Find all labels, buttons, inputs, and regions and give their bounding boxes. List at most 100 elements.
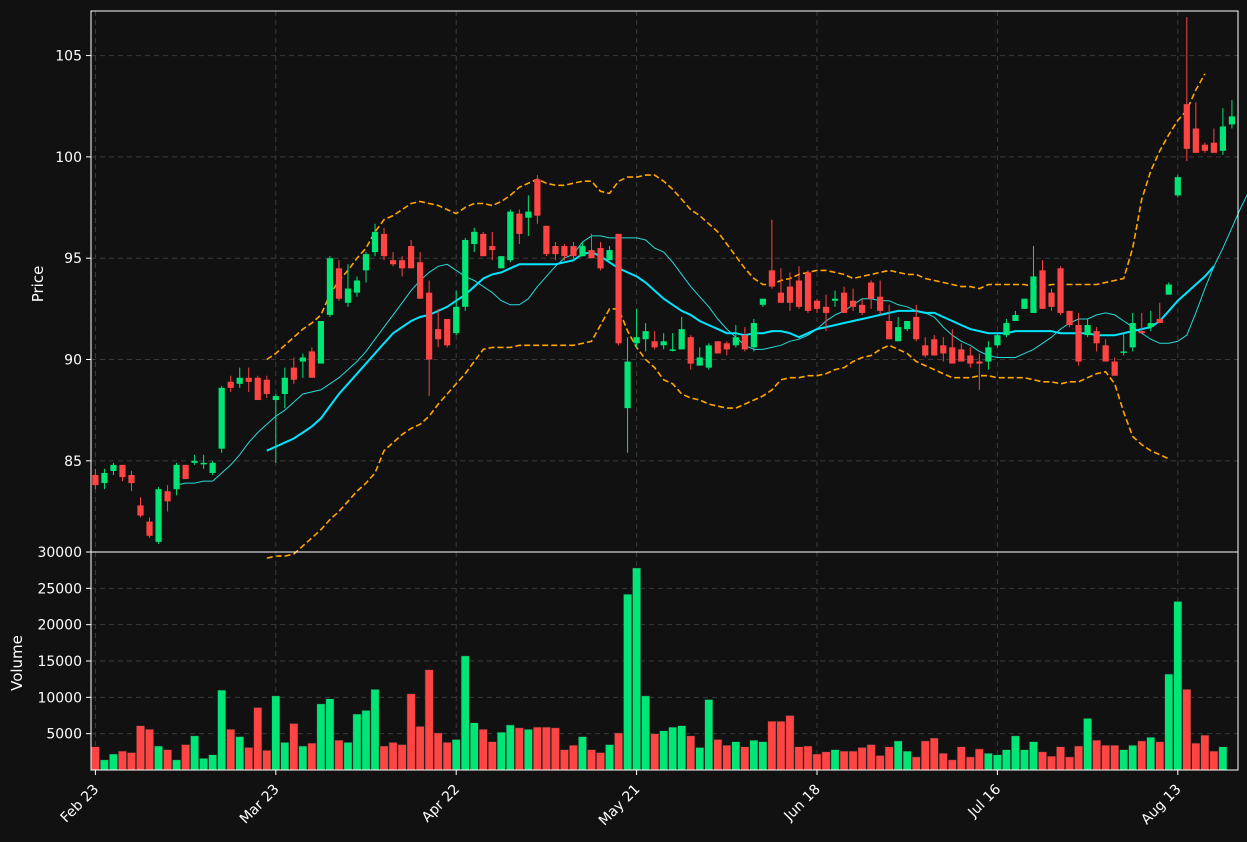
candle-body [624,361,631,409]
candle-body [1003,323,1010,336]
volume-bar [280,742,290,771]
candle-body [272,395,279,401]
price-tick-label: 100 [55,150,82,166]
candle-body [831,298,839,301]
candle-body [768,270,775,287]
candle-body [317,321,324,364]
candle-body [759,298,766,305]
candle-body [155,489,162,542]
candle-body [435,329,442,340]
candle-body [218,387,225,449]
volume-bar [379,745,389,771]
volume-bar [244,747,254,771]
candle-body [498,256,505,269]
slow-moving-average-line [266,251,1215,452]
volume-bar [975,748,984,771]
candle-body [408,246,415,269]
volume-bar [352,713,362,771]
bollinger-lower-line [266,308,1170,559]
volume-bar [478,729,488,771]
candle-body [516,213,523,234]
candle-body [173,464,180,490]
candle-body [1084,325,1091,336]
candle-body [353,280,361,293]
candle-body [1093,331,1100,344]
volume-bar [623,593,632,771]
candle-body [606,250,613,261]
candle-body [859,304,866,313]
volume-bar [605,744,614,771]
volume-bar [1146,737,1156,771]
volume-bar [487,741,497,771]
volume-bar [289,723,299,771]
volume-bar [875,755,885,771]
candle-body [723,343,730,350]
volume-bar [190,735,199,771]
volume-tick-label: 25000 [37,581,82,597]
volume-bar [785,715,795,771]
candle-body [705,345,712,368]
volume-bar [370,689,380,771]
candle-body [804,272,812,311]
volume-bar [91,746,100,771]
volume-bar [505,724,515,771]
candle-body [362,254,370,271]
volume-bar [145,729,154,771]
volume-bar [1074,745,1083,771]
volume-bar [199,758,208,771]
candle-body [1147,323,1154,328]
volume-bar [1191,742,1201,771]
candlesticks [92,17,1236,544]
volume-bar [803,745,813,771]
volume-bar [109,753,118,771]
candle-body [1075,325,1082,362]
candle-body [137,505,144,516]
volume-bar [560,749,569,771]
volume-bar [650,733,659,771]
volume-bar [533,726,542,771]
volume-bar [469,722,479,771]
volume-bar [1155,741,1165,771]
candle-body [417,262,424,299]
volume-bar [659,730,669,771]
volume-bar [542,726,551,771]
candle-body [687,337,694,364]
volume-bar [947,759,957,771]
volume-bar [1110,745,1120,771]
candle-body [335,268,343,299]
candle-body [543,225,550,255]
bollinger-bands [266,73,1206,559]
volume-bar [740,746,750,771]
price-tick-label: 95 [64,251,82,267]
volume-tick-label: 10000 [37,690,82,706]
candle-body [1021,298,1028,309]
candle-body [822,306,830,313]
candle-body [1030,276,1037,313]
volume-bar [902,750,912,771]
volume-bar [361,710,371,771]
candle-body [344,288,352,303]
volume-bar [695,747,705,771]
volume-bar [812,753,822,771]
candle-body [299,357,306,362]
candle-body [1129,323,1136,348]
candle-body [1057,268,1064,313]
candle-body [1165,284,1172,295]
candle-body [1201,144,1208,151]
volume-bar [271,695,281,771]
volume-bar [397,744,407,771]
volume-bar [316,703,326,771]
candle-body [398,260,406,269]
price-y-axis: 85 90 95 100 105 [55,49,91,470]
candle-body [904,321,911,330]
volume-bar [614,732,623,771]
candle-body [552,246,559,255]
volume-bar [830,749,840,771]
volume-bar [442,742,452,771]
candle-body [426,292,433,360]
candle-body [389,260,397,265]
candle-body [525,211,532,218]
candle-body [651,341,658,348]
candle-body [660,341,667,346]
volume-bar [1011,735,1020,771]
